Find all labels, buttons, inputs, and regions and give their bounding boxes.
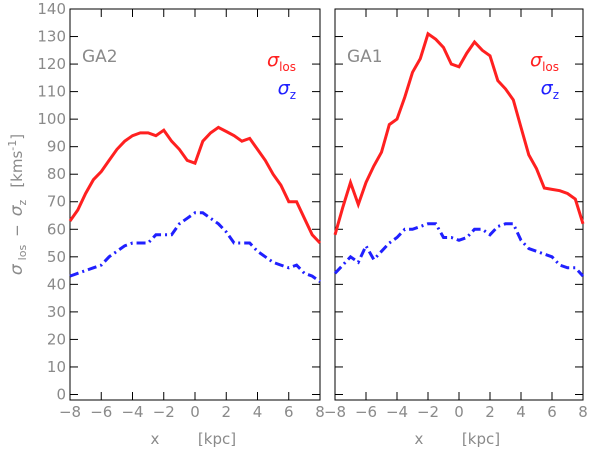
x-tick-label: −6 — [90, 403, 112, 421]
y-label-group: σlos−σz[kms-1] — [6, 134, 29, 275]
legend-subscript: los — [279, 60, 296, 74]
x-tick-label: −6 — [355, 403, 377, 421]
y-tick-label: 20 — [47, 330, 66, 348]
legend-entry: σlos — [267, 49, 296, 74]
x-tick-label: 0 — [190, 403, 200, 421]
x-tick-label: −2 — [417, 403, 439, 421]
y-label-part: σ — [7, 204, 27, 216]
legend-subscript: z — [553, 88, 559, 102]
y-label: σlos−σz[kms-1] — [6, 134, 29, 275]
line-series — [333, 31, 585, 236]
line-series — [333, 222, 585, 278]
y-tick-label: 80 — [47, 165, 66, 183]
y-label-part: − — [8, 224, 26, 237]
y-label-part: σ — [7, 263, 27, 275]
y-tick-label: 10 — [47, 358, 66, 376]
y-tick-label: 100 — [37, 110, 66, 128]
x-label: x — [151, 430, 160, 448]
legend-symbol: σ — [278, 77, 291, 99]
legend-entry: σz — [541, 77, 559, 102]
x-tick-label: −2 — [153, 403, 175, 421]
y-tick-label: 110 — [37, 83, 66, 101]
y-label-part: los — [16, 245, 29, 261]
x-tick-label: −4 — [121, 403, 143, 421]
x-tick-label: 4 — [516, 403, 526, 421]
y-tick-label: 40 — [47, 275, 66, 293]
legend-entry: σz — [278, 77, 296, 102]
x-label: x — [415, 430, 424, 448]
x-tick-label: 8 — [315, 403, 325, 421]
y-label-part: ] — [8, 134, 26, 140]
y-label-part: z — [16, 199, 29, 205]
x-label: [kpc] — [462, 430, 500, 448]
x-tick-label: 0 — [454, 403, 464, 421]
x-label: [kpc] — [198, 430, 236, 448]
x-tick-label: 6 — [547, 403, 557, 421]
y-tick-label: 130 — [37, 28, 66, 46]
legend-symbol: σ — [530, 49, 543, 71]
legend-subscript: z — [290, 88, 296, 102]
legend-subscript: los — [542, 60, 559, 74]
y-tick-label: 90 — [47, 138, 66, 156]
x-tick-label: −8 — [324, 403, 346, 421]
line-series — [69, 211, 321, 283]
x-tick-label: −8 — [59, 403, 81, 421]
x-tick-label: 8 — [578, 403, 588, 421]
line-series — [68, 125, 322, 245]
panel-label: GA1 — [347, 47, 383, 67]
y-tick-label: 60 — [47, 220, 66, 238]
y-tick-label: 0 — [56, 385, 66, 403]
y-tick-label: 120 — [37, 55, 66, 73]
y-tick-label: 30 — [47, 303, 66, 321]
y-tick-label: 140 — [37, 0, 66, 18]
x-tick-label: 2 — [221, 403, 231, 421]
panel-label: GA2 — [82, 47, 118, 67]
x-tick-label: 6 — [284, 403, 294, 421]
x-tick-label: 4 — [253, 403, 263, 421]
legend-symbol: σ — [541, 77, 554, 99]
y-tick-label: 50 — [47, 248, 66, 266]
y-label-part: -1 — [6, 140, 19, 151]
y-label-part: [kms — [8, 151, 26, 188]
y-tick-label: 70 — [47, 193, 66, 211]
x-tick-label: 2 — [485, 403, 495, 421]
legend-entry: σlos — [530, 49, 559, 74]
x-tick-label: −4 — [386, 403, 408, 421]
legend-symbol: σ — [267, 49, 280, 71]
